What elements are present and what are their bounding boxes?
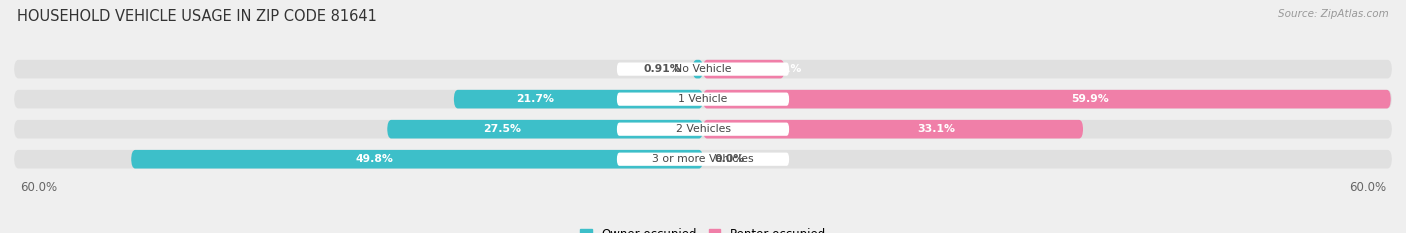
FancyBboxPatch shape (617, 62, 789, 76)
Text: 33.1%: 33.1% (917, 124, 955, 134)
FancyBboxPatch shape (14, 60, 1392, 79)
FancyBboxPatch shape (14, 120, 1392, 138)
FancyBboxPatch shape (387, 120, 703, 138)
Text: Source: ZipAtlas.com: Source: ZipAtlas.com (1278, 9, 1389, 19)
Text: 0.91%: 0.91% (644, 64, 681, 74)
Legend: Owner-occupied, Renter-occupied: Owner-occupied, Renter-occupied (575, 224, 831, 233)
Text: 0.0%: 0.0% (714, 154, 745, 164)
Text: 27.5%: 27.5% (484, 124, 522, 134)
Text: 60.0%: 60.0% (1350, 181, 1386, 194)
Text: 1 Vehicle: 1 Vehicle (678, 94, 728, 104)
FancyBboxPatch shape (617, 153, 789, 166)
FancyBboxPatch shape (703, 120, 1083, 138)
FancyBboxPatch shape (14, 90, 1392, 109)
Text: 7.1%: 7.1% (772, 64, 801, 74)
Text: No Vehicle: No Vehicle (675, 64, 731, 74)
Text: 49.8%: 49.8% (356, 154, 392, 164)
FancyBboxPatch shape (617, 93, 789, 106)
FancyBboxPatch shape (703, 90, 1391, 109)
FancyBboxPatch shape (454, 90, 703, 109)
Text: 3 or more Vehicles: 3 or more Vehicles (652, 154, 754, 164)
Text: HOUSEHOLD VEHICLE USAGE IN ZIP CODE 81641: HOUSEHOLD VEHICLE USAGE IN ZIP CODE 8164… (17, 9, 377, 24)
FancyBboxPatch shape (14, 150, 1392, 168)
FancyBboxPatch shape (617, 123, 789, 136)
Text: 59.9%: 59.9% (1071, 94, 1109, 104)
FancyBboxPatch shape (131, 150, 703, 168)
FancyBboxPatch shape (703, 60, 785, 79)
Text: 60.0%: 60.0% (20, 181, 56, 194)
Text: 2 Vehicles: 2 Vehicles (675, 124, 731, 134)
FancyBboxPatch shape (693, 60, 703, 79)
Text: 21.7%: 21.7% (516, 94, 554, 104)
